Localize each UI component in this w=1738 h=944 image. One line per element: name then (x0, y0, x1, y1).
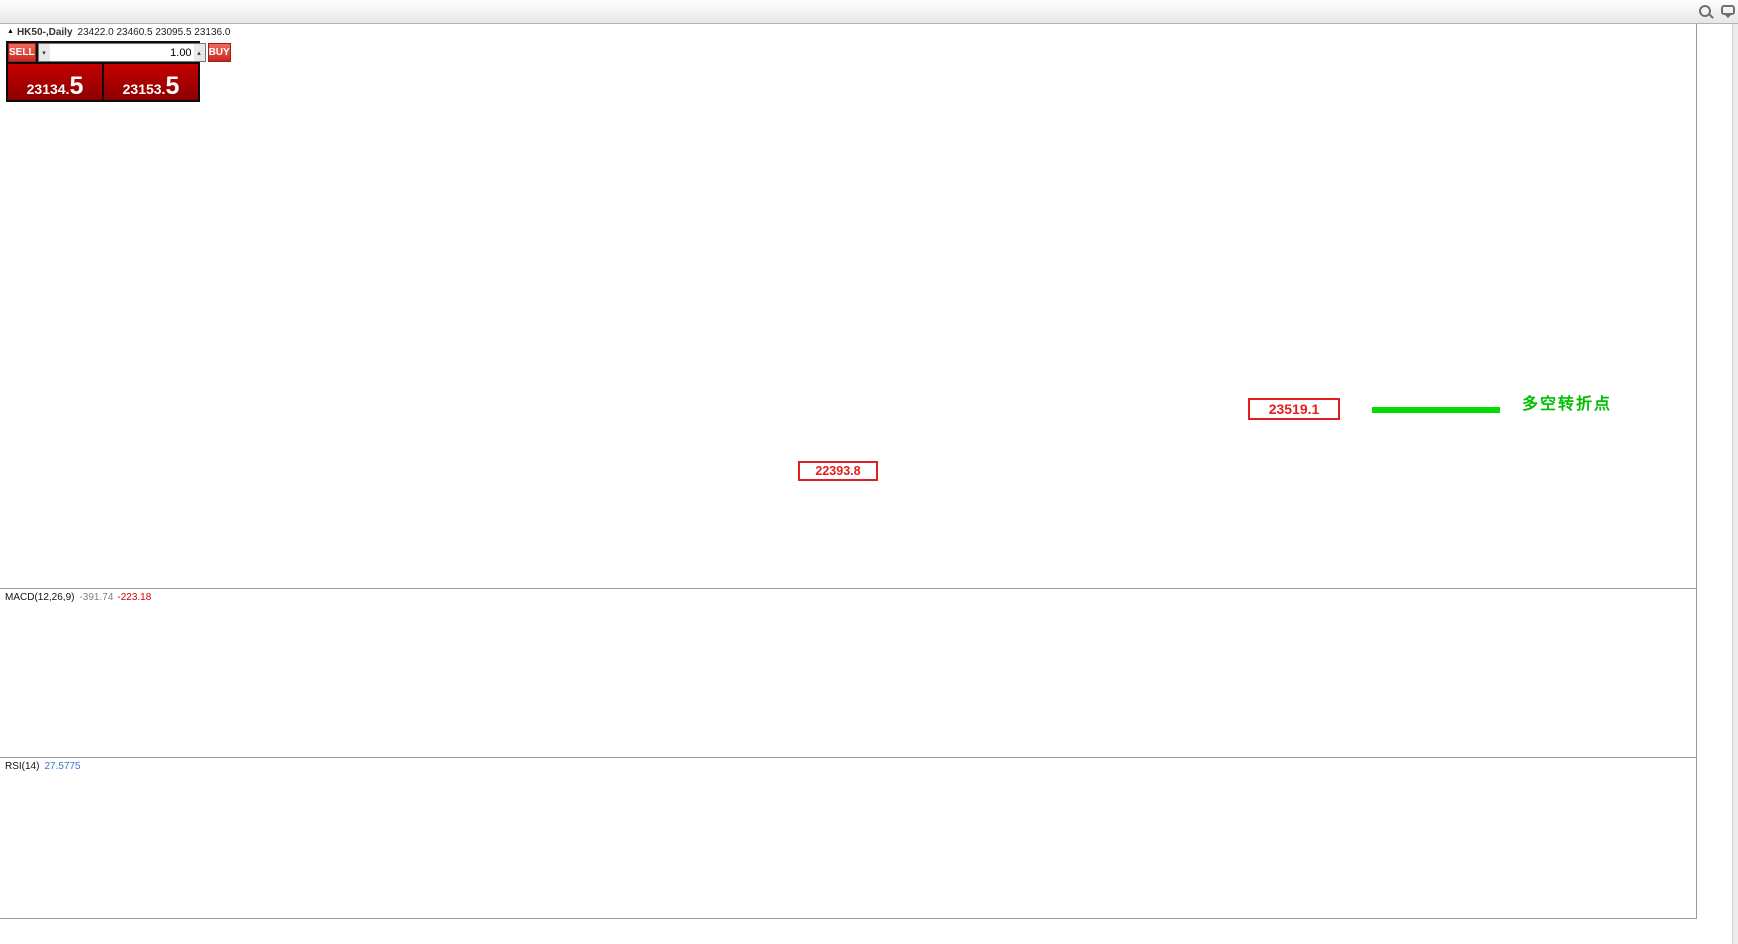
one-click-trading-panel: SELL ▾ ▴ BUY 23134.5 23153.5 (6, 41, 231, 102)
buy-price-big: 5 (165, 71, 180, 100)
window-right-edge[interactable] (1732, 24, 1738, 944)
chart-header: ▲ HK50-,Daily 23422.0 23460.5 23095.5 2313… (7, 27, 230, 38)
sell-price-small: 23134. (26, 80, 70, 97)
chart-title: HK50-,Daily (16, 27, 73, 38)
volume-decrease-button[interactable]: ▾ (38, 44, 50, 61)
macd-label: MACD(12,26,9) -391.74 -223.18 (5, 592, 151, 603)
sell-price-big: 5 (69, 71, 84, 100)
macd-name: MACD(12,26,9) (5, 592, 75, 603)
buy-button[interactable]: BUY (207, 43, 231, 62)
support-price-label: 22393.8 (798, 461, 878, 481)
price-axis-separator (1696, 24, 1697, 919)
turning-point-highlight (1372, 407, 1500, 413)
turning-point-text: 多空转折点 (1522, 396, 1613, 413)
rsi-label: RSI(14) 27.5775 (5, 761, 81, 772)
chart-ohlc: 23422.0 23460.5 23095.5 23136.0 (77, 27, 231, 38)
buy-price[interactable]: 23153. 5 (104, 64, 198, 100)
resistance-price-label: 23519.1 (1248, 398, 1340, 420)
macd-value-signal: -223.18 (117, 592, 152, 603)
volume-increase-button[interactable]: ▴ (193, 44, 205, 61)
panel-divider-dates (0, 918, 1696, 919)
rsi-value: 27.5775 (44, 761, 81, 772)
toolbar (0, 0, 1738, 24)
sell-price[interactable]: 23134. 5 (8, 64, 102, 100)
macd-value-main: -391.74 (79, 592, 114, 603)
chat-icon[interactable] (1721, 5, 1735, 18)
panel-divider-rsi (0, 757, 1696, 758)
buy-price-small: 23153. (122, 80, 166, 97)
symbol-marker-icon: ▲ (7, 28, 14, 35)
panel-divider-macd (0, 588, 1696, 589)
sell-button[interactable]: SELL (8, 43, 36, 62)
volume-field: ▾ ▴ (37, 43, 206, 62)
volume-input[interactable] (49, 46, 194, 59)
rsi-name: RSI(14) (5, 761, 40, 772)
search-icon[interactable] (1698, 4, 1714, 20)
